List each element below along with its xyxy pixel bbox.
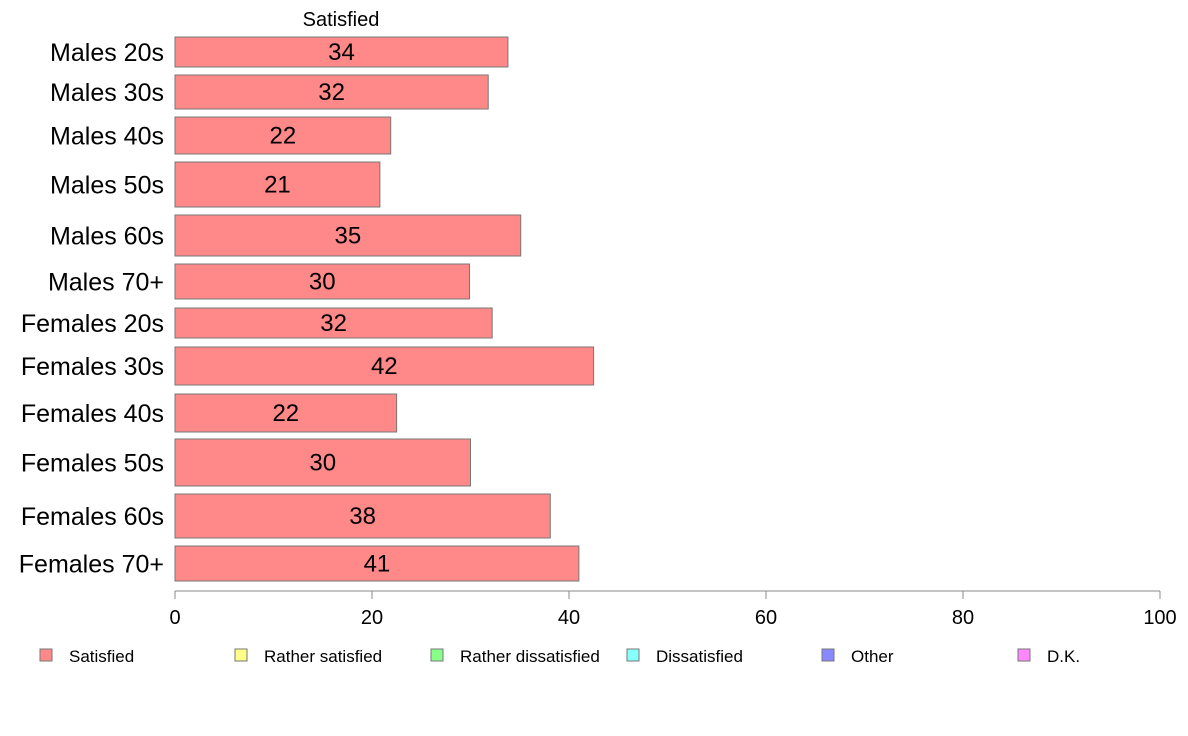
bars-group: 34 32 22 21 35 30 32 42 22 30 38 41 xyxy=(174,36,595,582)
x-tick-label: 80 xyxy=(952,607,974,629)
bar-value-label: 22 xyxy=(272,400,299,427)
legend-label: Satisfied xyxy=(69,647,134,666)
category-label: Males 60s xyxy=(50,223,164,251)
x-tick-label: 100 xyxy=(1143,607,1176,629)
bar-value-label: 34 xyxy=(328,39,355,66)
bar xyxy=(174,493,551,539)
bar-value-label: 32 xyxy=(320,310,347,337)
legend-swatch xyxy=(430,648,444,662)
bar xyxy=(174,214,522,257)
bar-value-label: 35 xyxy=(335,223,362,250)
bar xyxy=(174,393,398,433)
category-label: Females 50s xyxy=(21,450,164,478)
x-tick-label: 20 xyxy=(361,607,383,629)
category-labels: Males 20s Males 30s Males 40s Males 50s Male… xyxy=(19,39,164,579)
legend: Satisfied Rather satisfied Rather dissatis… xyxy=(39,647,1080,666)
legend-swatch xyxy=(626,648,640,662)
category-label: Males 20s xyxy=(50,39,164,67)
category-label: Males 70+ xyxy=(48,269,164,297)
legend-label: Rather dissatisfied xyxy=(460,647,600,666)
bar xyxy=(174,263,471,300)
category-label: Females 40s xyxy=(21,400,164,428)
bar xyxy=(174,346,595,386)
legend-swatch xyxy=(821,648,835,662)
category-label: Males 40s xyxy=(50,123,164,151)
category-label: Females 20s xyxy=(21,310,164,338)
legend-label: D.K. xyxy=(1047,647,1080,666)
legend-swatch xyxy=(39,648,53,662)
legend-label: Other xyxy=(851,647,894,666)
bar-value-label: 22 xyxy=(270,123,297,150)
legend-swatch xyxy=(234,648,248,662)
bar-value-label: 41 xyxy=(364,551,391,578)
bar-value-label: 30 xyxy=(309,450,336,477)
bar-value-label: 30 xyxy=(309,269,336,296)
legend-label: Rather satisfied xyxy=(264,647,382,666)
category-label: Females 60s xyxy=(21,503,164,531)
x-axis: 0 20 40 60 80 100 xyxy=(169,590,1177,629)
legend-swatch xyxy=(1017,648,1031,662)
category-label: Females 70+ xyxy=(19,551,164,579)
bar xyxy=(174,74,489,110)
category-label: Males 30s xyxy=(50,79,164,107)
bar xyxy=(174,438,471,487)
bar xyxy=(174,545,580,582)
bar-value-label: 32 xyxy=(318,79,345,106)
series-header: Satisfied xyxy=(303,9,380,31)
x-tick-label: 40 xyxy=(558,607,580,629)
bar-value-label: 21 xyxy=(264,172,291,199)
bar-value-label: 42 xyxy=(371,353,398,380)
bar xyxy=(174,116,392,155)
category-label: Females 30s xyxy=(21,353,164,381)
x-tick-label: 60 xyxy=(755,607,777,629)
bar xyxy=(174,36,509,68)
bar-value-label: 38 xyxy=(349,503,376,530)
x-tick-label: 0 xyxy=(169,607,180,629)
category-label: Males 50s xyxy=(50,172,164,200)
legend-label: Dissatisfied xyxy=(656,647,743,666)
bar xyxy=(174,161,381,208)
bar xyxy=(174,307,493,339)
